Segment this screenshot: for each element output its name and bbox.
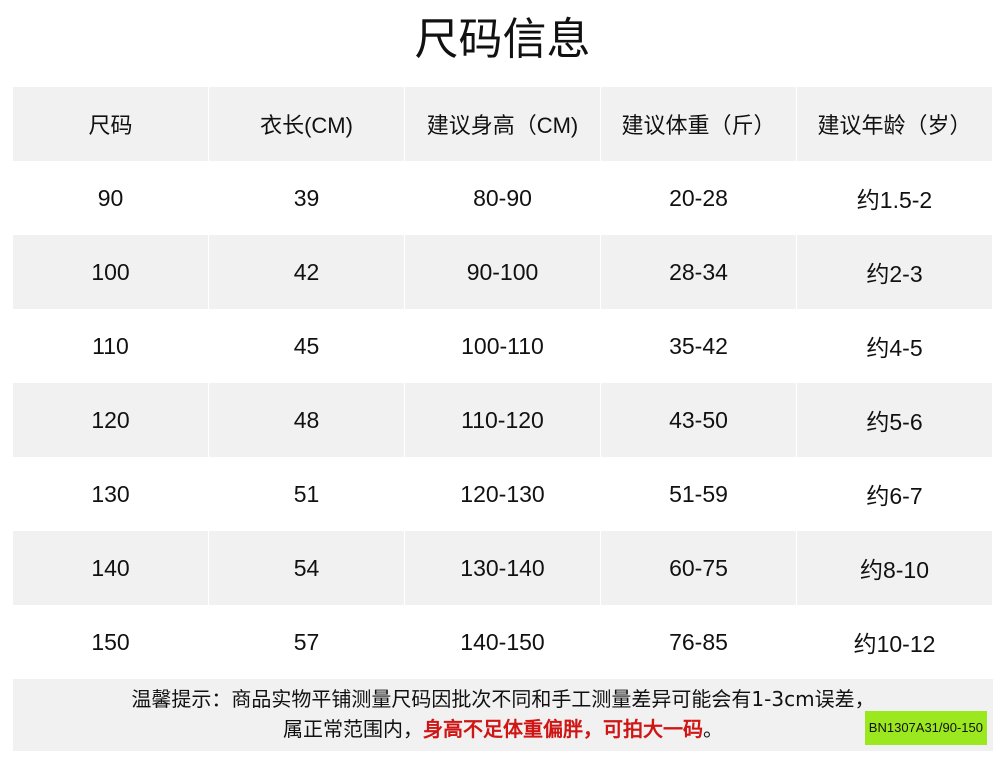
table-row: 100 42 90-100 28-34 约2-3 [13, 235, 993, 309]
table-cell: 130 [13, 457, 209, 531]
table-cell: 90 [13, 161, 209, 235]
table-cell: 42 [209, 235, 405, 309]
table-cell: 90-100 [405, 235, 601, 309]
size-table: 尺码 衣长(CM) 建议身高（CM) 建议体重（斤） 建议年龄（岁） 90 39 8… [13, 87, 993, 679]
table-cell: 约4-5 [797, 309, 993, 383]
table-cell: 20-28 [601, 161, 797, 235]
table-cell: 约1.5-2 [797, 161, 993, 235]
table-cell: 43-50 [601, 383, 797, 457]
table-cell: 140 [13, 531, 209, 605]
notice-line-1: 温馨提示：商品实物平铺测量尺码因批次不同和手工测量差异可能会有1-3cm误差， [131, 687, 875, 711]
table-row: 150 57 140-150 76-85 约10-12 [13, 605, 993, 679]
table-cell: 120-130 [405, 457, 601, 531]
table-cell: 51-59 [601, 457, 797, 531]
table-cell: 28-34 [601, 235, 797, 309]
product-code-badge: BN1307A31/90-150 [864, 711, 987, 745]
header-cell: 建议体重（斤） [601, 87, 797, 161]
table-cell: 76-85 [601, 605, 797, 679]
table-header: 尺码 衣长(CM) 建议身高（CM) 建议体重（斤） 建议年龄（岁） [13, 87, 993, 161]
notice-warning: 身高不足体重偏胖，可拍大一码 [423, 717, 703, 741]
notice-line-2: 属正常范围内，身高不足体重偏胖，可拍大一码。 [13, 714, 993, 744]
header-cell: 建议身高（CM) [405, 87, 601, 161]
table-cell: 60-75 [601, 531, 797, 605]
table-cell: 约6-7 [797, 457, 993, 531]
table-row: 140 54 130-140 60-75 约8-10 [13, 531, 993, 605]
table-cell: 39 [209, 161, 405, 235]
header-cell: 建议年龄（岁） [797, 87, 993, 161]
table-cell: 110 [13, 309, 209, 383]
table-cell: 约8-10 [797, 531, 993, 605]
table-cell: 48 [209, 383, 405, 457]
table-cell: 130-140 [405, 531, 601, 605]
table-cell: 100 [13, 235, 209, 309]
notice-text: 。 [703, 717, 723, 741]
table-cell: 100-110 [405, 309, 601, 383]
notice: 温馨提示：商品实物平铺测量尺码因批次不同和手工测量差异可能会有1-3cm误差， … [13, 679, 993, 751]
table-cell: 35-42 [601, 309, 797, 383]
table-cell: 约5-6 [797, 383, 993, 457]
table-row: 110 45 100-110 35-42 约4-5 [13, 309, 993, 383]
table-row: 90 39 80-90 20-28 约1.5-2 [13, 161, 993, 235]
table-cell: 约10-12 [797, 605, 993, 679]
table-cell: 约2-3 [797, 235, 993, 309]
table-row: 120 48 110-120 43-50 约5-6 [13, 383, 993, 457]
table-cell: 140-150 [405, 605, 601, 679]
table-row: 130 51 120-130 51-59 约6-7 [13, 457, 993, 531]
table-cell: 150 [13, 605, 209, 679]
table-cell: 51 [209, 457, 405, 531]
table-cell: 57 [209, 605, 405, 679]
table-cell: 120 [13, 383, 209, 457]
page-title: 尺码信息 [414, 14, 591, 65]
table-cell: 80-90 [405, 161, 601, 235]
header-cell: 衣长(CM) [209, 87, 405, 161]
table-cell: 54 [209, 531, 405, 605]
table-cell: 45 [209, 309, 405, 383]
table-cell: 110-120 [405, 383, 601, 457]
notice-text: 属正常范围内， [283, 717, 423, 741]
header-cell: 尺码 [13, 87, 209, 161]
